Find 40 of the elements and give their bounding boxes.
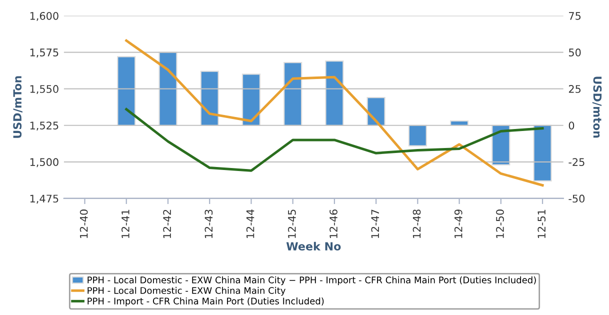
bar — [158, 52, 178, 126]
x-tick-label: 12-40 — [80, 210, 88, 238]
x-tick-label: 12-48 — [412, 210, 421, 238]
bar — [533, 124, 552, 182]
y2-tick-label: 25 — [568, 85, 581, 93]
x-tick-label: 12-43 — [204, 210, 213, 238]
y2-tick-label: -50 — [568, 194, 585, 203]
x-tick-label: 12-47 — [371, 210, 379, 238]
y-tick-label: 1,500 — [30, 158, 58, 168]
bar — [325, 60, 344, 126]
y-tick-label: 1,575 — [30, 48, 58, 58]
y2-tick-label: -25 — [568, 158, 584, 166]
x-tick-label: 12-41 — [122, 210, 130, 238]
x-tick-label: 12-50 — [496, 210, 504, 238]
y-tick-label: 1,525 — [30, 122, 58, 131]
y2-tick-label: 75 — [569, 12, 581, 20]
bar — [242, 74, 261, 126]
y2-tick-label: 50 — [568, 48, 581, 56]
line-series — [125, 39, 544, 187]
bar — [408, 124, 427, 146]
bar — [284, 62, 302, 126]
x-axis-title: Week No — [286, 242, 341, 251]
legend-label: PPH - Local Domestic - EXW China Main City − PPH - Import - CFR China Main Port (Duties Included) — [88, 276, 536, 286]
x-tick-label: 12-51 — [538, 210, 546, 238]
y2-tick-label: 0 — [568, 122, 574, 130]
bar — [200, 70, 219, 126]
legend-label: PPH - Import - CFR China Main Port (Duties Included) — [88, 297, 324, 306]
legend-label: PPH - Local Domestic - EXW China Main City — [88, 286, 286, 296]
y-tick-label: 1,550 — [30, 85, 58, 94]
x-tick-label: 12-45 — [288, 210, 296, 238]
x-tick-label: 12-49 — [454, 210, 462, 238]
y-axis-title: USD/mTon — [13, 76, 22, 138]
line-series — [125, 108, 544, 172]
x-tick-label: 12-46 — [330, 210, 338, 238]
y2-axis-title: USD/mton — [592, 76, 602, 138]
x-tick-label: 12-44 — [246, 209, 254, 238]
bar — [117, 56, 136, 126]
x-tick-label: 12-42 — [163, 210, 171, 238]
y-tick-label: 1,600 — [30, 12, 58, 21]
y-tick-label: 1,475 — [30, 194, 58, 204]
